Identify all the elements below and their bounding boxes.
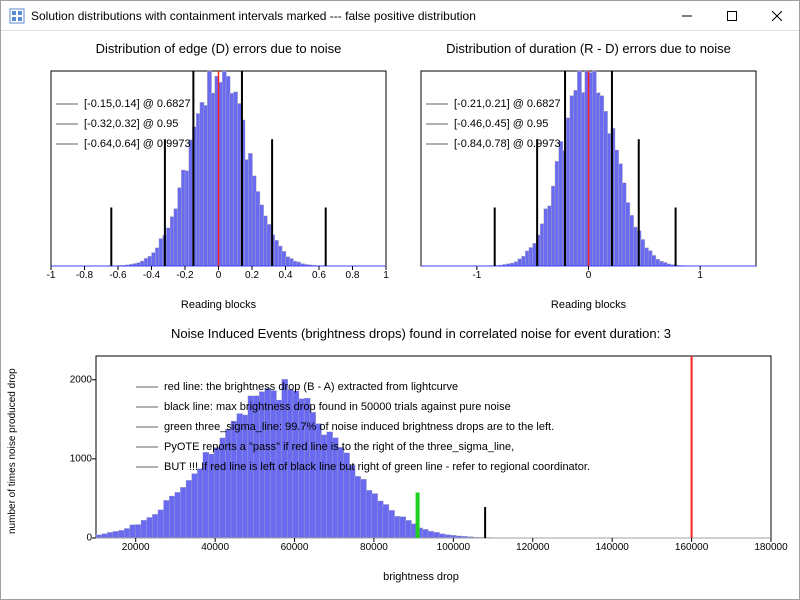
legend-text: PyOTE reports a "pass" if red line is to… — [164, 441, 514, 453]
tick-label: 40000 — [201, 542, 229, 553]
tick-label: 0 — [62, 533, 92, 544]
chart2-title-box: Distribution of duration (R - D) errors … — [411, 41, 766, 56]
tick-label: 0.8 — [346, 270, 360, 281]
legend-text: [-0.21,0.21] @ 0.6827 — [454, 98, 561, 110]
window-title: Solution distributions with containment … — [31, 9, 664, 23]
close-icon — [772, 11, 782, 21]
tick-label: 0 — [216, 270, 222, 281]
tick-label: -0.4 — [143, 270, 160, 281]
tick-label: 180000 — [754, 542, 787, 553]
tick-label: -1 — [47, 270, 56, 281]
minimize-button[interactable] — [664, 1, 709, 30]
legend-row: [-0.84,0.78] @ 0.9973 — [426, 136, 561, 152]
legend-swatch — [426, 103, 448, 105]
chart3-xlabel: brightness drop — [61, 571, 781, 583]
chart3-legend: red line: the brightness drop (B - A) ex… — [136, 379, 590, 479]
legend-row: [-0.32,0.32] @ 0.95 — [56, 116, 191, 132]
minimize-icon — [682, 11, 692, 21]
tick-label: 20000 — [122, 542, 150, 553]
legend-row: [-0.46,0.45] @ 0.95 — [426, 116, 561, 132]
legend-text: [-0.32,0.32] @ 0.95 — [84, 118, 178, 130]
legend-swatch — [426, 123, 448, 125]
legend-swatch — [56, 103, 78, 105]
app-icon — [9, 8, 25, 24]
tick-label: 0.2 — [245, 270, 259, 281]
legend-swatch — [136, 446, 158, 448]
legend-swatch — [56, 123, 78, 125]
legend-text: green three_sigma_line: 99.7% of noise i… — [164, 421, 554, 433]
legend-text: [-0.64,0.64] @ 0.9973 — [84, 138, 191, 150]
app-window: Solution distributions with containment … — [0, 0, 800, 600]
legend-row: [-0.15,0.14] @ 0.6827 — [56, 96, 191, 112]
tick-label: 100000 — [437, 542, 470, 553]
tick-label: 60000 — [281, 542, 309, 553]
tick-label: -0.2 — [176, 270, 193, 281]
chart2-title: Distribution of duration (R - D) errors … — [411, 41, 766, 56]
chart1-xlabel: Reading blocks — [41, 299, 396, 311]
legend-swatch — [136, 426, 158, 428]
legend-text: red line: the brightness drop (B - A) ex… — [164, 381, 458, 393]
legend-text: black line: max brightness drop found in… — [164, 401, 511, 413]
maximize-button[interactable] — [709, 1, 754, 30]
chart1-title: Distribution of edge (D) errors due to n… — [41, 41, 396, 56]
chart2-xlabel: Reading blocks — [411, 299, 766, 311]
tick-label: 1000 — [62, 453, 92, 464]
chart3-ylabel: number of times noise produced drop — [7, 346, 18, 556]
chart3-title: Noise Induced Events (brightness drops) … — [61, 326, 781, 341]
legend-row: BUT !!! If red line is left of black lin… — [136, 459, 590, 475]
tick-label: 140000 — [595, 542, 628, 553]
legend-row: [-0.64,0.64] @ 0.9973 — [56, 136, 191, 152]
legend-swatch — [136, 386, 158, 388]
tick-label: 80000 — [360, 542, 388, 553]
tick-label: 2000 — [62, 374, 92, 385]
chart1-svg — [41, 61, 396, 286]
titlebar: Solution distributions with containment … — [1, 1, 799, 31]
tick-label: 0.4 — [279, 270, 293, 281]
tick-label: 0 — [586, 270, 592, 281]
legend-swatch — [136, 406, 158, 408]
chart1-legend: [-0.15,0.14] @ 0.6827 [-0.32,0.32] @ 0.95… — [56, 96, 191, 156]
chart2-svg — [411, 61, 766, 286]
legend-row: red line: the brightness drop (B - A) ex… — [136, 379, 590, 395]
tick-label: -1 — [472, 270, 481, 281]
legend-row: black line: max brightness drop found in… — [136, 399, 590, 415]
window-controls — [664, 1, 799, 30]
legend-row: PyOTE reports a "pass" if red line is to… — [136, 439, 590, 455]
tick-label: 1 — [383, 270, 389, 281]
maximize-icon — [727, 11, 737, 21]
chart1-title-box: Distribution of edge (D) errors due to n… — [41, 41, 396, 56]
tick-label: 120000 — [516, 542, 549, 553]
chart-area: Distribution of edge (D) errors due to n… — [1, 31, 799, 599]
tick-label: 160000 — [675, 542, 708, 553]
close-button[interactable] — [754, 1, 799, 30]
legend-swatch — [426, 143, 448, 145]
legend-row: [-0.21,0.21] @ 0.6827 — [426, 96, 561, 112]
legend-row: green three_sigma_line: 99.7% of noise i… — [136, 419, 590, 435]
legend-text: [-0.15,0.14] @ 0.6827 — [84, 98, 191, 110]
tick-label: 1 — [697, 270, 703, 281]
chart3-title-box: Noise Induced Events (brightness drops) … — [61, 326, 781, 341]
tick-label: -0.8 — [76, 270, 93, 281]
tick-label: -0.6 — [109, 270, 126, 281]
legend-text: [-0.46,0.45] @ 0.95 — [454, 118, 548, 130]
legend-text: [-0.84,0.78] @ 0.9973 — [454, 138, 561, 150]
tick-label: 0.6 — [312, 270, 326, 281]
legend-swatch — [56, 143, 78, 145]
legend-swatch — [136, 466, 158, 468]
legend-text: BUT !!! If red line is left of black lin… — [164, 461, 590, 473]
chart2-legend: [-0.21,0.21] @ 0.6827 [-0.46,0.45] @ 0.95… — [426, 96, 561, 156]
